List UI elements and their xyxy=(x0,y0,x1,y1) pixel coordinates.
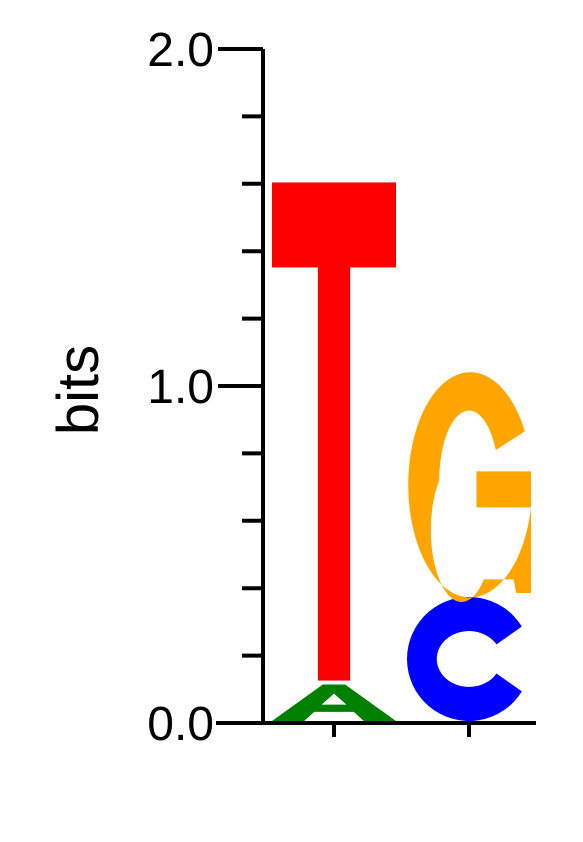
y-tick-label: 2.0 xyxy=(147,24,214,77)
letter-T-bar xyxy=(272,182,396,268)
logo-letter-C xyxy=(406,596,522,721)
axes: 0.0 1.0 2.0 xyxy=(147,24,536,751)
y-tick-label: 1.0 xyxy=(147,361,214,414)
letter-C-shape xyxy=(406,596,522,721)
y-tick-label: 0.0 xyxy=(147,698,214,751)
letter-T-stem xyxy=(317,266,351,681)
letter-A-shape xyxy=(272,684,396,721)
letter-stacks xyxy=(272,182,531,721)
y-axis-label: bits xyxy=(46,345,111,435)
logo-letter-G xyxy=(408,372,531,602)
logo-letter-A xyxy=(272,684,396,721)
letter-G-bar xyxy=(476,471,531,508)
letter-G-outer xyxy=(408,372,531,602)
logo-letter-T xyxy=(272,182,396,681)
